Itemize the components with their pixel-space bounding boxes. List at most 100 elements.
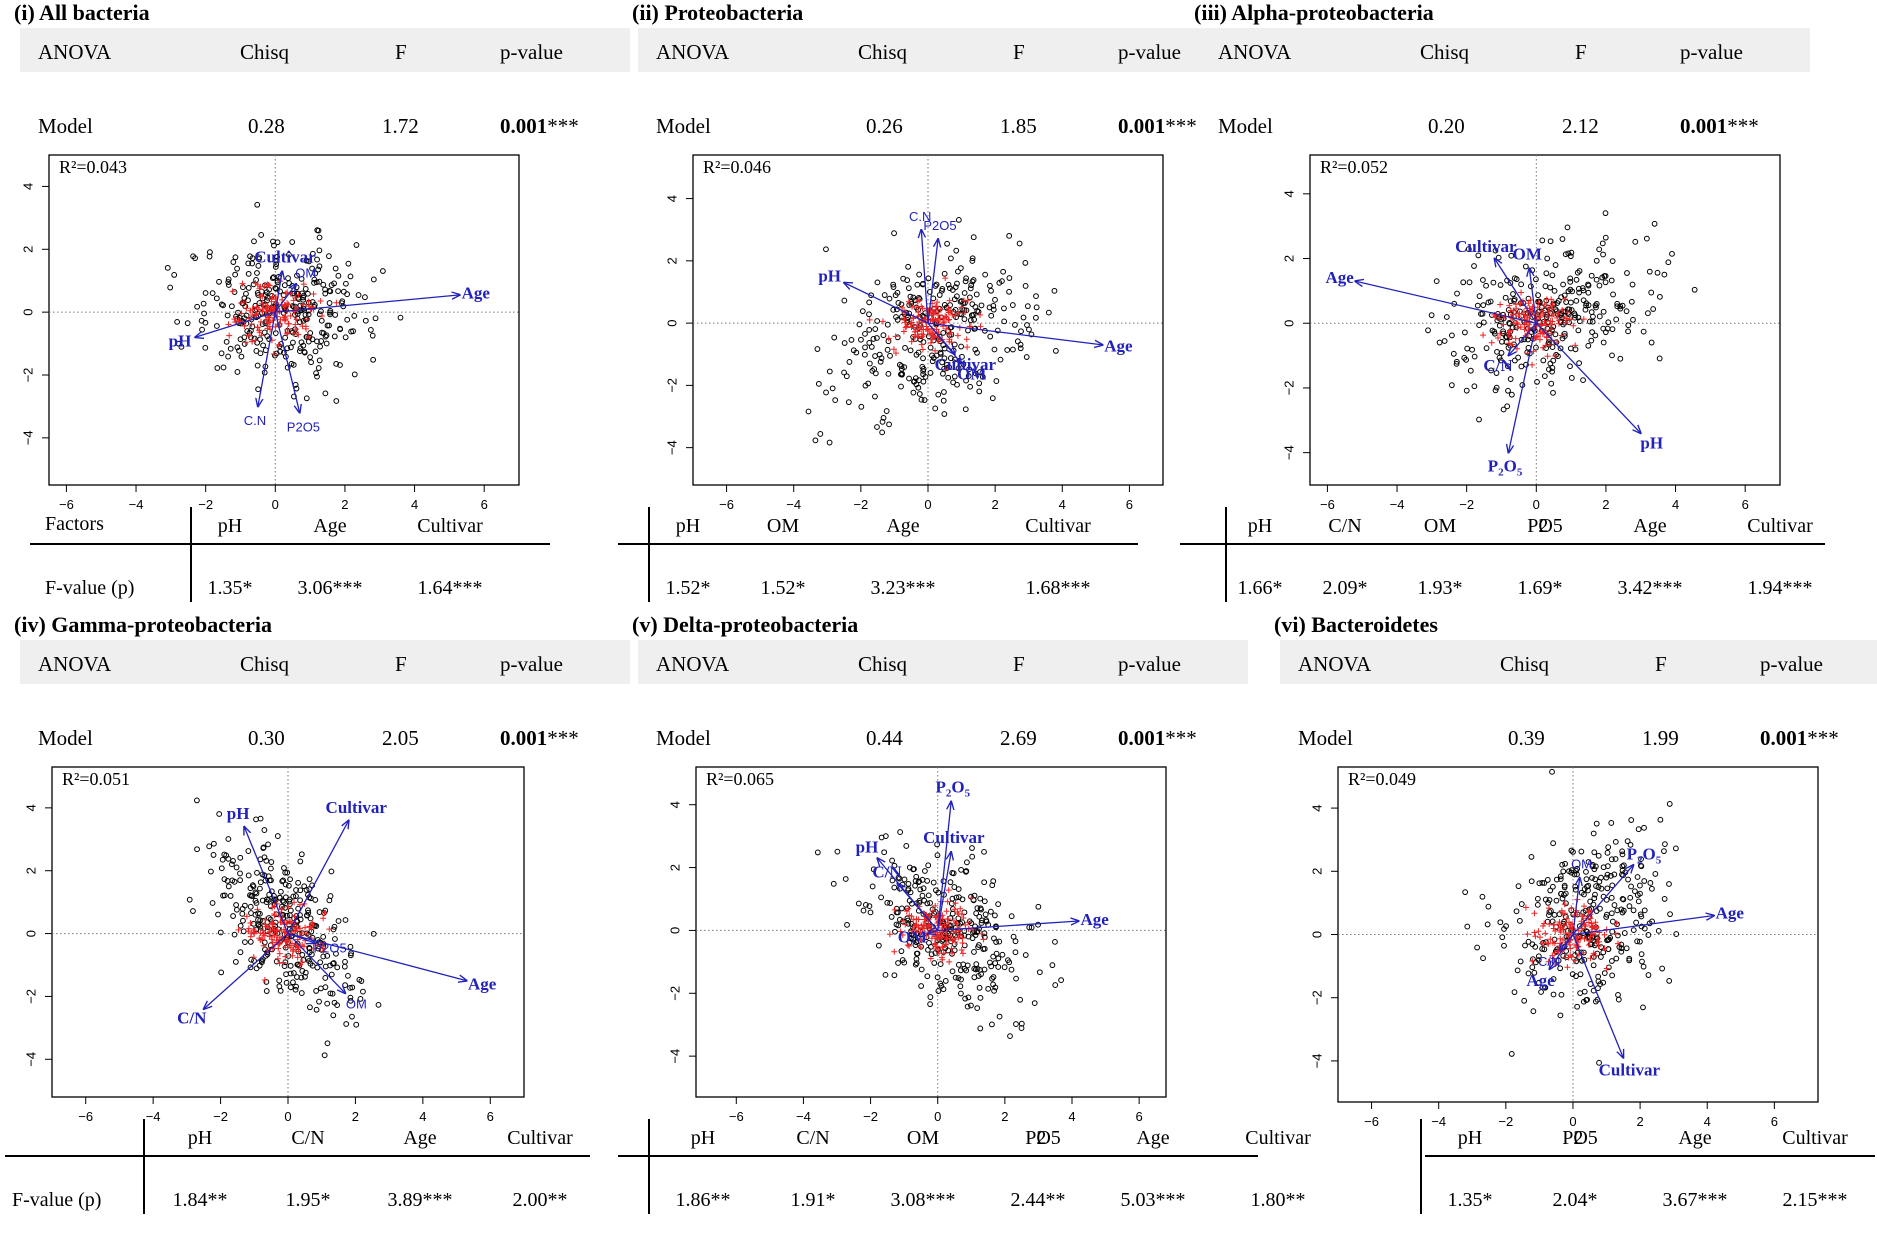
site-point (999, 278, 1005, 285)
site-point (978, 906, 984, 913)
x-tick-label: 4 (1704, 1114, 1711, 1129)
site-point (167, 284, 174, 291)
site-point (1443, 314, 1450, 320)
site-point (1500, 328, 1507, 335)
species-point (1545, 304, 1552, 311)
r-squared-label: R²=0.052 (1320, 157, 1388, 177)
site-point (290, 893, 297, 900)
site-point (949, 287, 956, 293)
site-point (1592, 998, 1599, 1005)
anova-header-cell: p-value (1680, 40, 1743, 64)
species-point (247, 920, 254, 927)
site-point (1573, 297, 1580, 304)
site-point (337, 326, 344, 333)
site-point (362, 294, 368, 301)
site-point (1613, 955, 1620, 962)
site-point (1635, 898, 1642, 905)
site-point (981, 898, 988, 905)
species-point (943, 325, 950, 332)
y-tick-label: 4 (1309, 804, 1324, 811)
site-point (1600, 864, 1607, 871)
site-point (973, 291, 980, 298)
site-point (1661, 271, 1668, 278)
site-point (990, 878, 997, 884)
site-point (322, 975, 329, 981)
vector-label: Age (1081, 910, 1110, 929)
vector-arrow (897, 883, 939, 931)
factor-f-value: 1.52* (665, 577, 711, 599)
species-point (280, 959, 287, 966)
species-point (952, 938, 959, 945)
species-point (948, 945, 955, 952)
species-point (1513, 319, 1520, 326)
species-point (936, 936, 943, 943)
anova-header-cell: ANOVA (656, 40, 730, 64)
site-point (1567, 286, 1574, 293)
model-value: 0.39 (1508, 726, 1545, 750)
anova-header-cell: ANOVA (656, 652, 730, 676)
site-point (1608, 958, 1615, 964)
site-point (969, 853, 976, 860)
site-point (1540, 357, 1547, 364)
vector-arrow (258, 312, 276, 406)
site-point (245, 270, 252, 277)
site-point (823, 246, 829, 253)
significance-stars: *** (1807, 726, 1839, 750)
factor-name: pH (690, 1127, 716, 1149)
site-point (985, 985, 992, 992)
site-point (1608, 856, 1615, 863)
species-point (1568, 905, 1575, 912)
anova-header-cell: Chisq (1420, 40, 1470, 64)
site-point (1666, 881, 1672, 887)
site-point (221, 876, 228, 883)
species-point (256, 329, 263, 336)
site-point (1633, 919, 1640, 926)
site-point (870, 866, 877, 873)
site-point (326, 253, 332, 260)
site-point (976, 388, 983, 395)
site-point (871, 366, 878, 372)
species-point (248, 320, 255, 327)
site-point (874, 279, 881, 286)
site-point (316, 357, 323, 364)
site-point (1604, 885, 1611, 892)
site-point (286, 280, 292, 287)
site-point (1497, 919, 1504, 926)
site-point (252, 889, 259, 896)
site-point (1480, 277, 1486, 283)
site-point (1001, 964, 1008, 971)
vector-label: OM (346, 996, 367, 1011)
site-point (1661, 848, 1667, 855)
site-point (922, 868, 928, 874)
species-point (1536, 934, 1543, 941)
vector-arrow (1549, 934, 1574, 970)
site-point (245, 260, 252, 267)
species-point (909, 927, 916, 934)
site-point (938, 982, 945, 989)
site-point (1586, 318, 1593, 325)
site-point (1433, 278, 1440, 285)
species-point (1529, 361, 1536, 368)
site-point (958, 866, 965, 873)
site-point (192, 255, 198, 262)
species-point (960, 297, 967, 304)
x-tick-label: −4 (146, 1109, 161, 1124)
site-point (282, 904, 288, 911)
site-point (856, 321, 863, 328)
site-point (220, 302, 226, 309)
site-point (1533, 276, 1539, 283)
site-point (961, 965, 968, 972)
anova-header-cell: Chisq (240, 40, 290, 64)
factor-f-value: 1.35* (207, 577, 253, 599)
model-value: 0.44 (866, 726, 903, 750)
species-point (1612, 931, 1619, 938)
species-point (914, 322, 921, 329)
factor-name: C/N (796, 1127, 830, 1149)
y-tick-label: 4 (664, 195, 679, 202)
site-point (1609, 352, 1615, 359)
vector-arrow (1495, 259, 1537, 324)
site-point (1592, 863, 1599, 870)
site-point (927, 370, 934, 376)
site-point (925, 946, 931, 953)
